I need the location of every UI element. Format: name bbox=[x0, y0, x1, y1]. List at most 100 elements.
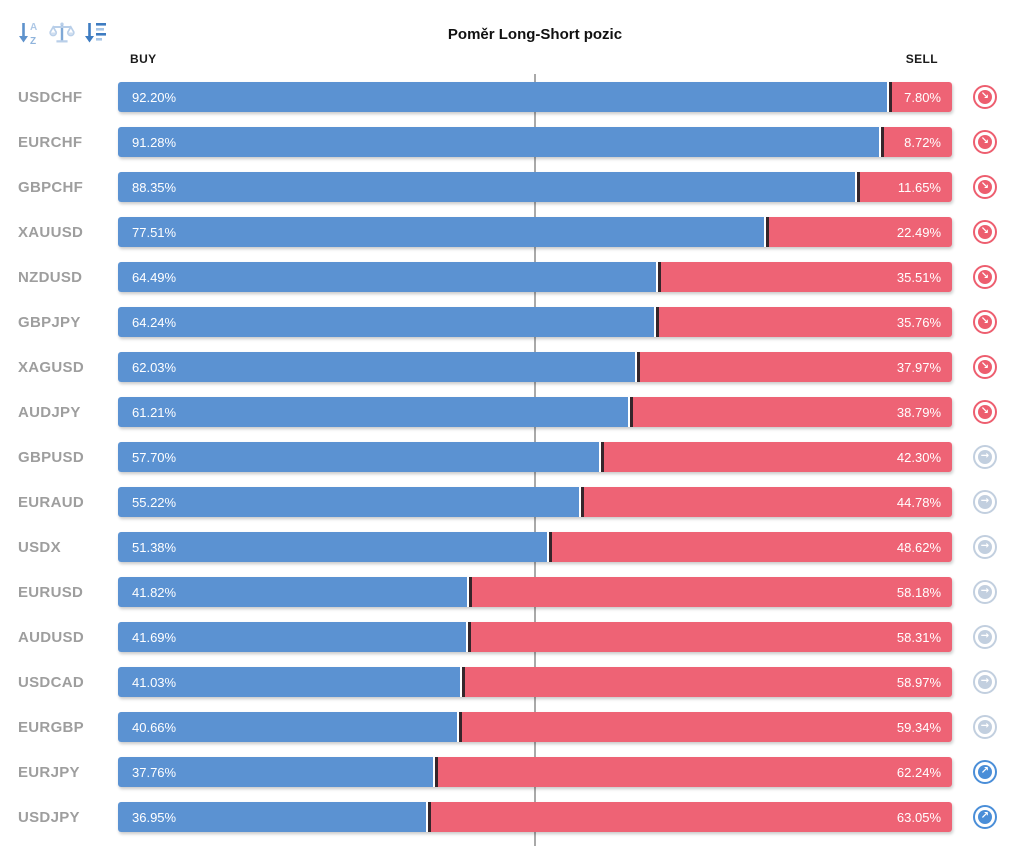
long-short-bar: 41.82% 58.18% bbox=[118, 577, 952, 607]
buy-percent-value: 51.38% bbox=[132, 539, 177, 555]
symbol-label: AUDJPY bbox=[18, 403, 81, 421]
long-short-bar: 92.20% 7.80% bbox=[118, 82, 952, 112]
ratio-row: EURJPY 37.76% 62.24% ↗ bbox=[0, 757, 997, 787]
symbol-label: GBPUSD bbox=[18, 448, 84, 466]
segment-divider bbox=[637, 352, 641, 382]
svg-text:A: A bbox=[30, 22, 37, 33]
svg-text:Z: Z bbox=[30, 36, 36, 46]
buy-percent-value: 91.28% bbox=[132, 134, 177, 150]
sell-signal-icon: ↘ bbox=[973, 220, 997, 244]
sell-segment: 63.05% bbox=[431, 802, 952, 832]
sell-signal-icon: ↘ bbox=[973, 265, 997, 289]
buy-segment: 41.82% bbox=[118, 577, 467, 607]
buy-segment: 57.70% bbox=[118, 442, 600, 472]
ratio-row: EURUSD 41.82% 58.18% → bbox=[0, 577, 997, 607]
segment-gap bbox=[599, 442, 602, 472]
buy-segment: 77.51% bbox=[118, 217, 765, 247]
buy-segment: 92.20% bbox=[118, 82, 887, 112]
sell-signal-icon: ↘ bbox=[973, 400, 997, 424]
sell-segment: 58.18% bbox=[471, 577, 952, 607]
neutral-signal-icon: → bbox=[973, 445, 997, 469]
balance-scale-icon[interactable] bbox=[49, 20, 75, 46]
segment-divider bbox=[434, 757, 438, 787]
symbol-label: AUDUSD bbox=[18, 628, 84, 646]
segment-gap bbox=[653, 307, 656, 337]
symbol-label: USDX bbox=[18, 538, 61, 556]
sort-by-value-icon[interactable] bbox=[82, 20, 108, 46]
segment-divider bbox=[548, 532, 552, 562]
neutral-signal-icon: → bbox=[973, 535, 997, 559]
buy-segment: 41.03% bbox=[118, 667, 461, 697]
buy-percent-value: 64.49% bbox=[132, 269, 177, 285]
segment-gap bbox=[578, 487, 581, 517]
buy-percent-value: 57.70% bbox=[132, 449, 177, 465]
buy-column-header: BUY bbox=[130, 52, 157, 66]
symbol-label: EURGBP bbox=[18, 718, 84, 736]
sell-percent-value: 11.65% bbox=[897, 179, 941, 195]
long-short-bar: 37.76% 62.24% bbox=[118, 757, 952, 787]
long-short-bar: 64.49% 35.51% bbox=[118, 262, 952, 292]
sell-percent-value: 44.78% bbox=[896, 494, 941, 510]
buy-percent-value: 92.20% bbox=[132, 89, 177, 105]
long-short-bar: 61.21% 38.79% bbox=[118, 397, 952, 427]
sell-percent-value: 35.51% bbox=[896, 269, 941, 285]
segment-gap bbox=[879, 127, 882, 157]
long-short-bar: 64.24% 35.76% bbox=[118, 307, 952, 337]
sell-percent-value: 63.05% bbox=[896, 809, 941, 825]
neutral-signal-icon: → bbox=[973, 670, 997, 694]
segment-divider bbox=[766, 217, 770, 247]
buy-signal-icon: ↗ bbox=[973, 805, 997, 829]
buy-segment: 41.69% bbox=[118, 622, 466, 652]
neutral-signal-icon: → bbox=[973, 490, 997, 514]
buy-segment: 88.35% bbox=[118, 172, 855, 202]
segment-divider bbox=[467, 622, 471, 652]
sell-percent-value: 8.72% bbox=[904, 134, 941, 150]
segment-gap bbox=[628, 397, 631, 427]
segment-divider bbox=[888, 82, 892, 112]
sell-percent-value: 35.76% bbox=[896, 314, 941, 330]
segment-gap bbox=[655, 262, 658, 292]
chart-title: Poměr Long-Short pozic bbox=[447, 26, 623, 43]
sell-percent-value: 48.62% bbox=[896, 539, 941, 555]
ratio-row: GBPUSD 57.70% 42.30% → bbox=[0, 442, 997, 472]
sell-signal-icon: ↘ bbox=[973, 175, 997, 199]
segment-gap bbox=[460, 667, 463, 697]
ratio-row: EURAUD 55.22% 44.78% → bbox=[0, 487, 997, 517]
segment-divider bbox=[601, 442, 605, 472]
segment-divider bbox=[630, 397, 634, 427]
long-short-bar: 57.70% 42.30% bbox=[118, 442, 952, 472]
sort-alphabetical-icon[interactable]: A Z bbox=[16, 20, 42, 46]
long-short-bar: 36.95% 63.05% bbox=[118, 802, 952, 832]
segment-divider bbox=[655, 307, 659, 337]
buy-segment: 61.21% bbox=[118, 397, 629, 427]
long-short-bar: 41.69% 58.31% bbox=[118, 622, 952, 652]
sort-toolbar: A Z bbox=[16, 20, 108, 46]
ratio-rows: USDCHF 92.20% 7.80% ↘ EURCHF 91.28% 8.72… bbox=[0, 82, 997, 847]
ratio-row: EURCHF 91.28% 8.72% ↘ bbox=[0, 127, 997, 157]
sell-signal-icon: ↘ bbox=[973, 85, 997, 109]
segment-divider bbox=[856, 172, 860, 202]
sell-segment: 59.34% bbox=[462, 712, 952, 742]
buy-segment: 37.76% bbox=[118, 757, 433, 787]
sell-percent-value: 58.31% bbox=[896, 629, 941, 645]
segment-divider bbox=[428, 802, 432, 832]
segment-gap bbox=[886, 82, 889, 112]
buy-percent-value: 40.66% bbox=[132, 719, 177, 735]
symbol-label: NZDUSD bbox=[18, 268, 83, 286]
buy-percent-value: 61.21% bbox=[132, 404, 177, 420]
ratio-row: AUDUSD 41.69% 58.31% → bbox=[0, 622, 997, 652]
long-short-bar: 55.22% 44.78% bbox=[118, 487, 952, 517]
neutral-signal-icon: → bbox=[973, 715, 997, 739]
long-short-bar: 41.03% 58.97% bbox=[118, 667, 952, 697]
symbol-label: XAGUSD bbox=[18, 358, 84, 376]
neutral-signal-icon: → bbox=[973, 580, 997, 604]
symbol-label: GBPCHF bbox=[18, 178, 84, 196]
segment-gap bbox=[466, 577, 469, 607]
buy-percent-value: 41.82% bbox=[132, 584, 177, 600]
ratio-row: USDJPY 36.95% 63.05% ↗ bbox=[0, 802, 997, 832]
ratio-row: USDCHF 92.20% 7.80% ↘ bbox=[0, 82, 997, 112]
segment-gap bbox=[764, 217, 767, 247]
neutral-signal-icon: → bbox=[973, 625, 997, 649]
ratio-row: USDX 51.38% 48.62% → bbox=[0, 532, 997, 562]
segment-divider bbox=[468, 577, 472, 607]
